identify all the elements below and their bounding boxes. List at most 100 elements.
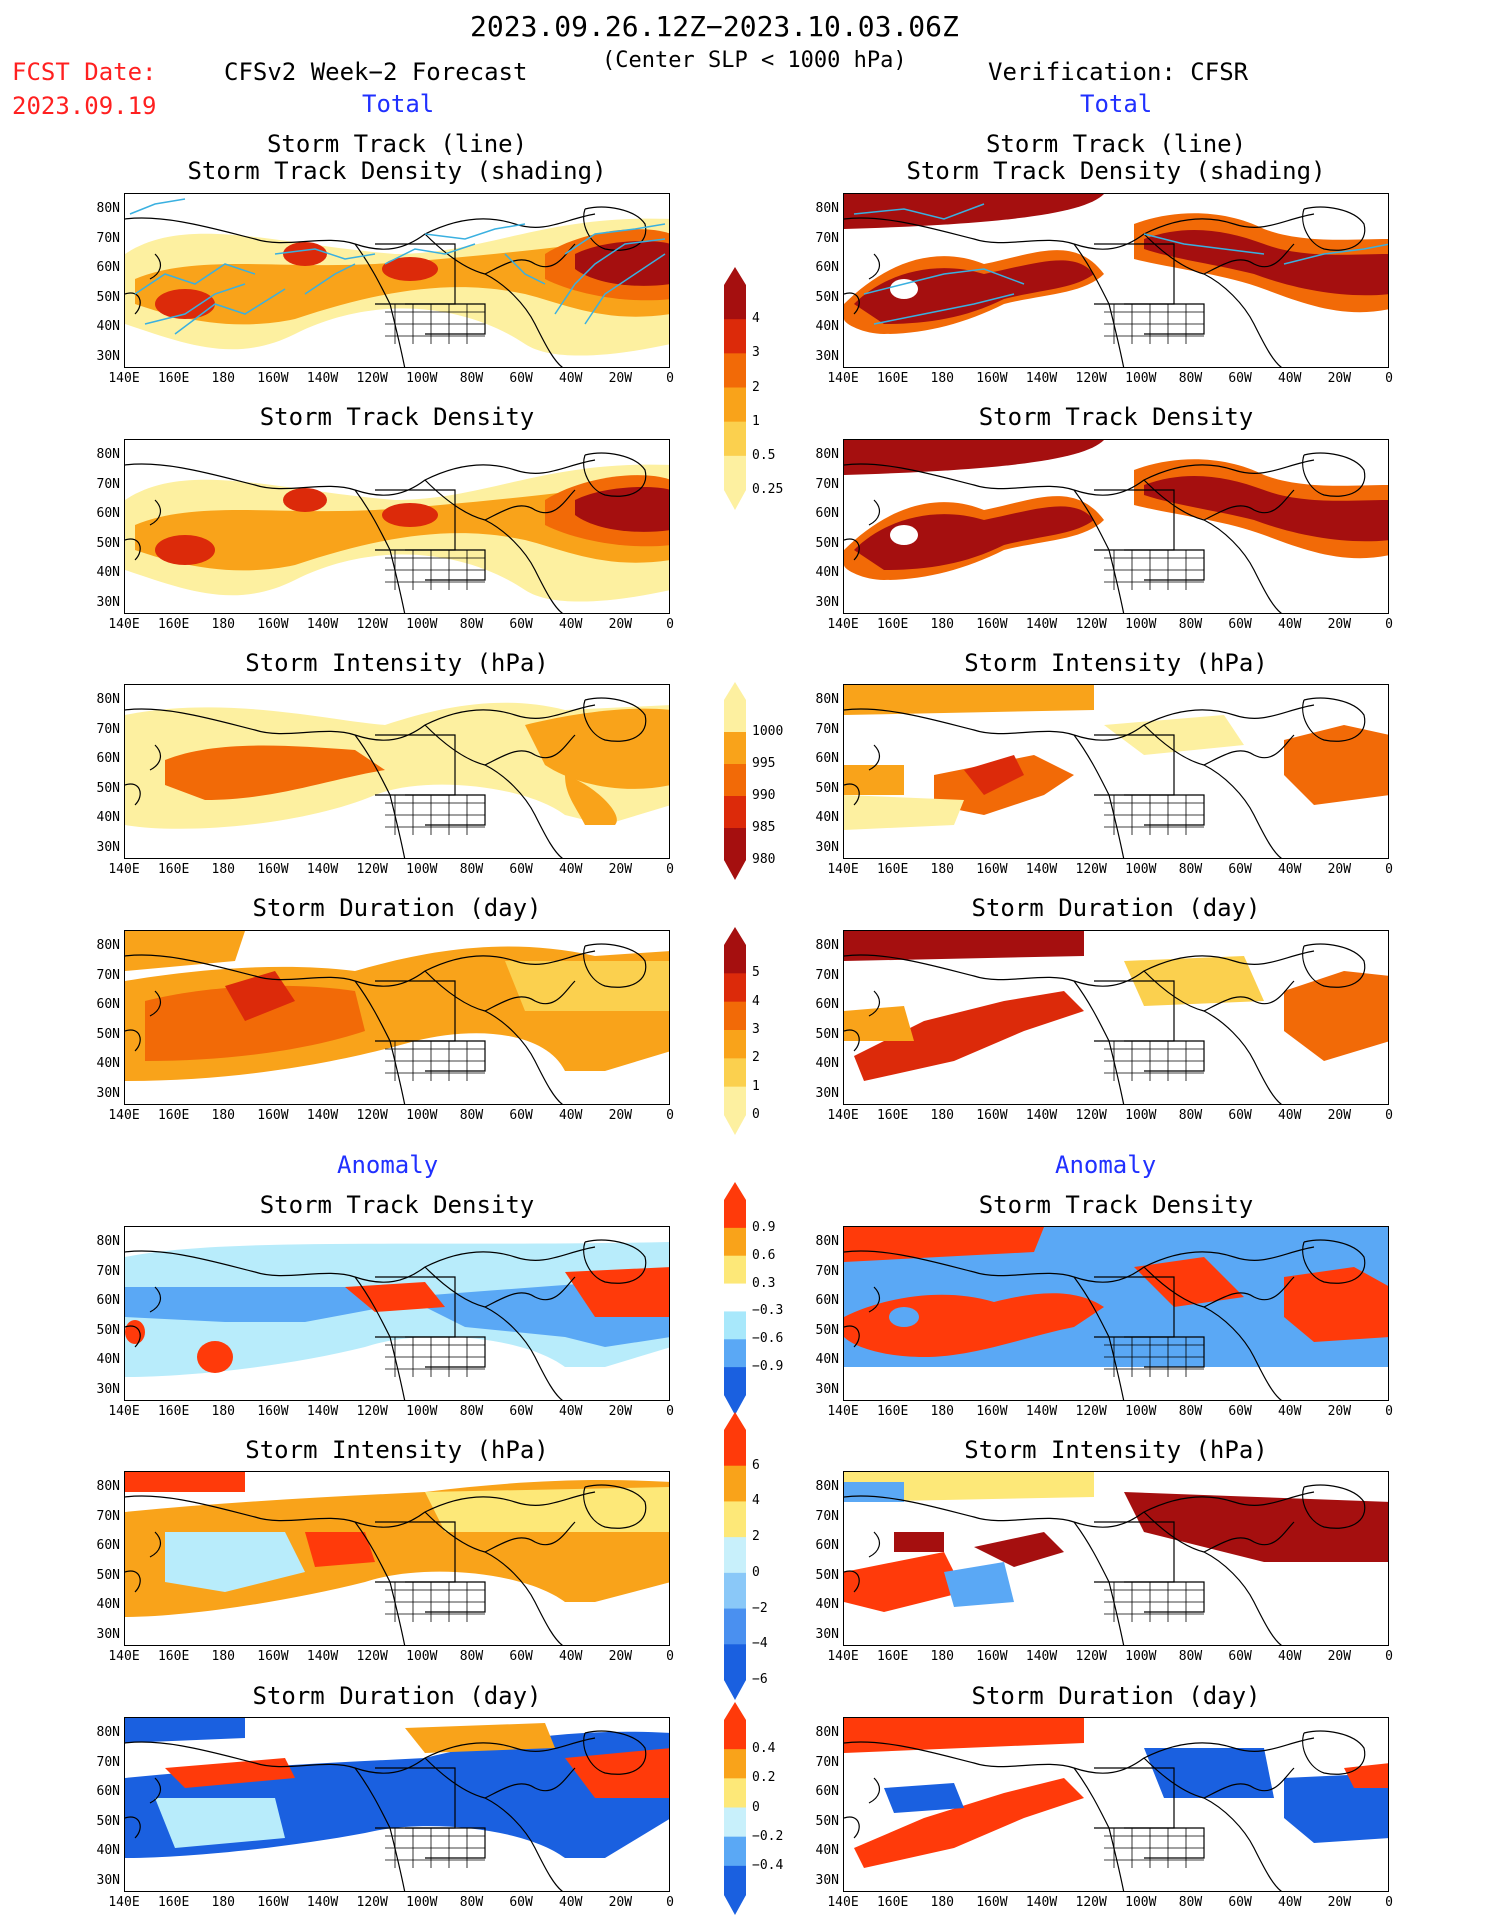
anomaly-shading	[125, 1472, 245, 1492]
colorbar-swatch	[724, 764, 746, 797]
criterion-subtitle: (Center SLP < 1000 hPa)	[602, 48, 907, 73]
lon-tick-label: 80W	[459, 371, 484, 386]
panel-title-total-duration-left: Storm Duration (day)	[252, 894, 542, 922]
lon-tick-label: 180	[211, 862, 235, 877]
anomaly-shading	[974, 1532, 1064, 1567]
intensity-shading	[844, 795, 964, 830]
lon-tick-label: 160W	[976, 1108, 1008, 1123]
coastline-outlines	[844, 697, 1366, 858]
lon-tick-label: 80W	[459, 1108, 484, 1123]
colorbar-swatch	[724, 732, 746, 765]
lon-tick-label: 60W	[1228, 1404, 1252, 1419]
lat-tick-label: 60N	[96, 997, 120, 1012]
anomaly-shading	[1284, 1773, 1388, 1843]
panel-title-anom-density-right: Storm Track Density	[978, 1191, 1254, 1219]
colorbar-label: 995	[752, 756, 776, 771]
lat-tick-label: 50N	[96, 1322, 120, 1338]
duration-shading	[1124, 956, 1264, 1006]
lat-tick-label: 30N	[815, 1085, 839, 1101]
lon-tick-label: 160E	[157, 371, 190, 386]
lat-tick-label: 70N	[815, 476, 839, 492]
lat-tick-label: 30N	[815, 1872, 839, 1888]
lat-tick-label: 30N	[96, 594, 120, 610]
lon-tick-label: 160E	[157, 1404, 190, 1419]
lon-tick-label: 100W	[1125, 617, 1157, 632]
lat-tick-label: 60N	[96, 751, 120, 766]
colorbar-swatch	[724, 387, 746, 423]
duration-shading	[145, 985, 365, 1061]
lon-tick-label: 140E	[108, 1108, 140, 1123]
lon-tick-label: 120W	[1075, 1895, 1107, 1910]
colorbar-label: 0.3	[752, 1275, 776, 1291]
lon-tick-label: 20W	[1327, 1895, 1352, 1910]
lon-tick-label: 160E	[876, 371, 909, 386]
lat-tick-label: 60N	[96, 260, 120, 275]
lat-tick-label: 80N	[96, 201, 120, 216]
colorbar-top-arrow	[724, 927, 746, 945]
lon-tick-label: 40W	[1277, 1649, 1302, 1664]
lat-tick-label: 70N	[815, 1508, 839, 1524]
lon-tick-label: 160W	[976, 862, 1008, 877]
panel-title-total-intensity-left: Storm Intensity (hPa)	[245, 649, 549, 677]
map-total-intensity-right	[843, 684, 1389, 859]
lat-tick-label: 30N	[815, 348, 839, 364]
coastline-outlines	[844, 943, 1366, 1104]
lon-tick-label: 60W	[1228, 1895, 1252, 1910]
colorbar-swatch	[724, 1001, 746, 1031]
lon-tick-label: 140W	[1025, 617, 1058, 632]
map-canvas	[844, 440, 1388, 613]
lat-tick-label: 60N	[96, 1784, 120, 1799]
lon-tick-label: 40W	[558, 371, 583, 386]
colorbar-label: −2	[752, 1600, 768, 1616]
lon-tick-label: 180	[211, 617, 235, 632]
coastline-outlines	[844, 452, 1366, 613]
lon-tick-label: 140E	[108, 862, 140, 877]
lon-tick-label: 160W	[257, 1649, 289, 1664]
lat-tick-label: 50N	[96, 1813, 120, 1829]
lon-tick-label: 140W	[306, 371, 339, 386]
lon-tick-label: 80W	[1178, 617, 1203, 632]
lon-tick-label: 140E	[827, 1649, 859, 1664]
colorbar-intensity	[724, 682, 746, 880]
fcst-date-label: FCST Date:	[12, 58, 157, 86]
lat-tick-label: 60N	[815, 1538, 839, 1553]
colorbar-label: 2	[752, 1050, 760, 1066]
lat-tick-label: 70N	[815, 721, 839, 737]
lon-tick-label: 140E	[108, 1649, 140, 1664]
colorbar-label: −0.4	[752, 1857, 784, 1873]
lon-tick-label: 160E	[876, 1895, 909, 1910]
coastline-outlines	[844, 1484, 1366, 1645]
lat-tick-label: 70N	[96, 476, 120, 492]
lon-tick-label: 140W	[1025, 371, 1058, 386]
lat-tick-label: 30N	[96, 1085, 120, 1101]
map-total-track-right	[843, 193, 1389, 368]
density-shading	[844, 194, 1104, 229]
map-canvas	[844, 1227, 1388, 1400]
lon-tick-label: 40W	[1277, 862, 1302, 877]
lon-tick-label: 40W	[1277, 617, 1302, 632]
colorbar-bottom-arrow	[724, 1680, 746, 1700]
anomaly-shading	[305, 1532, 375, 1567]
map-canvas	[844, 931, 1388, 1104]
lat-tick-label: 40N	[815, 1597, 839, 1612]
lat-tick-label: 40N	[96, 1056, 120, 1071]
lon-tick-label: 160E	[876, 1649, 909, 1664]
anomaly-shading	[345, 1282, 445, 1312]
lon-tick-label: 140W	[1025, 1895, 1058, 1910]
lon-tick-label: 60W	[509, 617, 533, 632]
panel-title-anom-intensity-left: Storm Intensity (hPa)	[245, 1436, 549, 1464]
lon-tick-label: 160W	[976, 1895, 1008, 1910]
map-total-duration-right	[843, 930, 1389, 1105]
colorbar-swatch	[724, 319, 746, 354]
lat-tick-label: 50N	[815, 289, 839, 305]
coastline-outlines	[125, 697, 647, 858]
lon-tick-label: 140W	[306, 1404, 339, 1419]
colorbar-bottom-arrow	[724, 1115, 746, 1135]
map-canvas	[125, 1472, 669, 1645]
colorbar-swatch	[724, 1572, 746, 1610]
map-canvas	[125, 697, 669, 858]
map-total-density-left	[124, 439, 670, 614]
lon-tick-label: 0	[666, 862, 674, 877]
lon-tick-label: 160W	[257, 617, 289, 632]
negative-anomaly	[889, 1307, 919, 1327]
